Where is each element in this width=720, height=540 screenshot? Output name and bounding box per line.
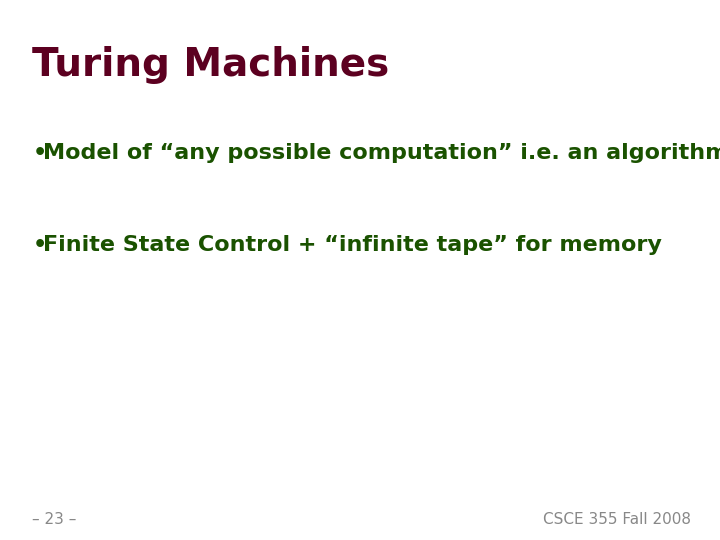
Text: CSCE 355 Fall 2008: CSCE 355 Fall 2008: [543, 511, 691, 526]
Text: Turing Machines: Turing Machines: [32, 46, 390, 84]
Text: •: •: [32, 143, 47, 163]
Text: •: •: [32, 235, 47, 255]
Text: Model of “any possible computation” i.e. an algorithm: Model of “any possible computation” i.e.…: [43, 143, 720, 163]
Text: – 23 –: – 23 –: [32, 511, 77, 526]
Text: Finite State Control + “infinite tape” for memory: Finite State Control + “infinite tape” f…: [43, 235, 662, 255]
